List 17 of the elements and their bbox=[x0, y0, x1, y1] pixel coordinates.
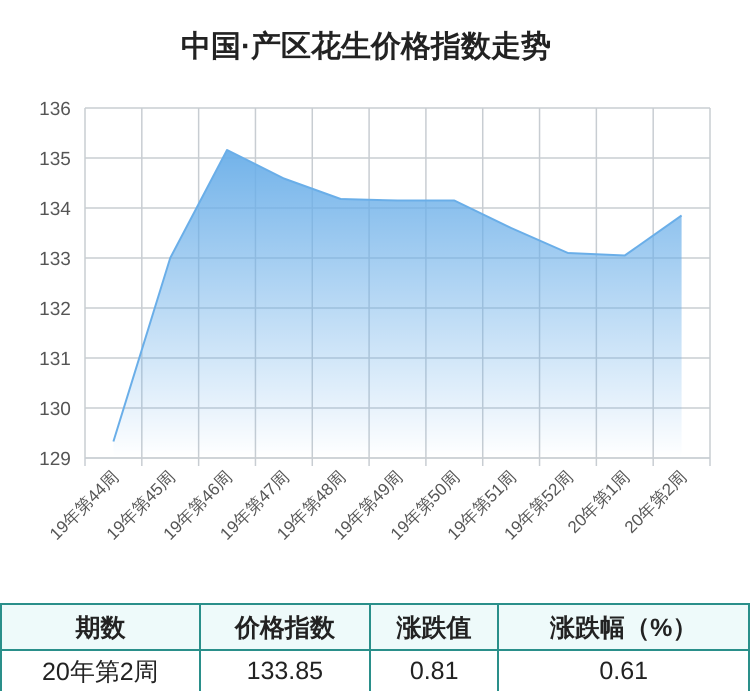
y-tick-label: 131 bbox=[39, 349, 71, 370]
text: 价格指数 bbox=[200, 604, 370, 650]
y-tick-label: 135 bbox=[39, 149, 71, 170]
y-tick-label: 133 bbox=[39, 249, 71, 270]
text: 0.61 bbox=[498, 650, 749, 691]
y-tick-label: 134 bbox=[39, 199, 72, 220]
text: 期数 bbox=[1, 604, 200, 650]
text: 20年第2周 bbox=[1, 650, 200, 691]
y-tick-label: 136 bbox=[39, 99, 71, 120]
text: 0.81 bbox=[370, 650, 498, 691]
y-tick-label: 132 bbox=[39, 299, 71, 320]
y-tick-label: 130 bbox=[39, 399, 71, 420]
text: 133.85 bbox=[200, 650, 370, 691]
text: 涨跌值 bbox=[370, 604, 498, 650]
chart-title: 中国·产区花生价格指数走势 bbox=[181, 30, 551, 63]
text: 涨跌幅（%） bbox=[498, 604, 749, 650]
y-tick-label: 129 bbox=[39, 449, 71, 470]
